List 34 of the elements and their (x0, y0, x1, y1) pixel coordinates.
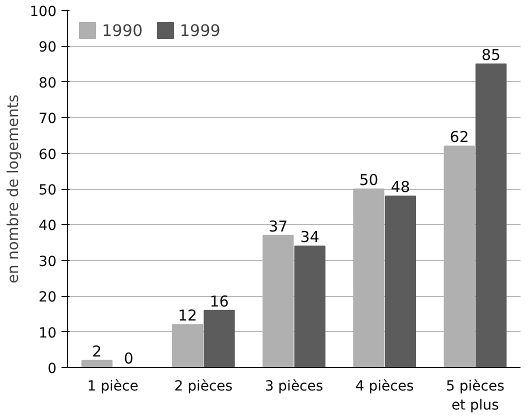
data-label: 37 (268, 217, 288, 236)
bar (81, 360, 113, 368)
data-label: 62 (450, 128, 469, 146)
y-tick-label: 40 (38, 218, 57, 234)
bar (294, 246, 326, 368)
x-tick-label: 1 pièce (87, 378, 138, 394)
y-tick-label: 70 (38, 111, 57, 128)
data-label: 85 (482, 46, 501, 64)
x-tick-label: 3 pièces (264, 378, 324, 394)
bar (204, 310, 235, 368)
data-label: 34 (300, 228, 320, 246)
y-axis-title: en nombre de logements (4, 94, 22, 284)
y-tick-label: 20 (38, 290, 57, 306)
data-label: 2 (92, 342, 102, 360)
y-tick-label: 50 (38, 182, 57, 198)
data-label: 50 (359, 171, 378, 189)
data-label: 12 (178, 306, 198, 325)
y-tick-label: 10 (38, 325, 57, 342)
data-label: 48 (390, 178, 410, 196)
x-tick-label: 2 pièces (174, 378, 233, 394)
legend-label: 1990 (102, 20, 143, 40)
y-tick-label: 60 (38, 146, 57, 163)
legend-label: 1999 (180, 20, 220, 40)
y-tick-label: 0 (48, 361, 57, 377)
y-tick-label: 30 (38, 254, 57, 270)
bar (475, 64, 507, 368)
bar (384, 196, 416, 368)
x-tick-label: 5 pièces et plus (446, 378, 504, 414)
y-tick-label: 90 (38, 40, 57, 56)
data-label: 16 (210, 292, 229, 310)
y-tick-label: 100 (30, 4, 57, 20)
x-tick-label: 4 pièces (355, 378, 414, 394)
y-tick-label: 80 (38, 75, 57, 92)
data-label: 0 (124, 350, 134, 368)
